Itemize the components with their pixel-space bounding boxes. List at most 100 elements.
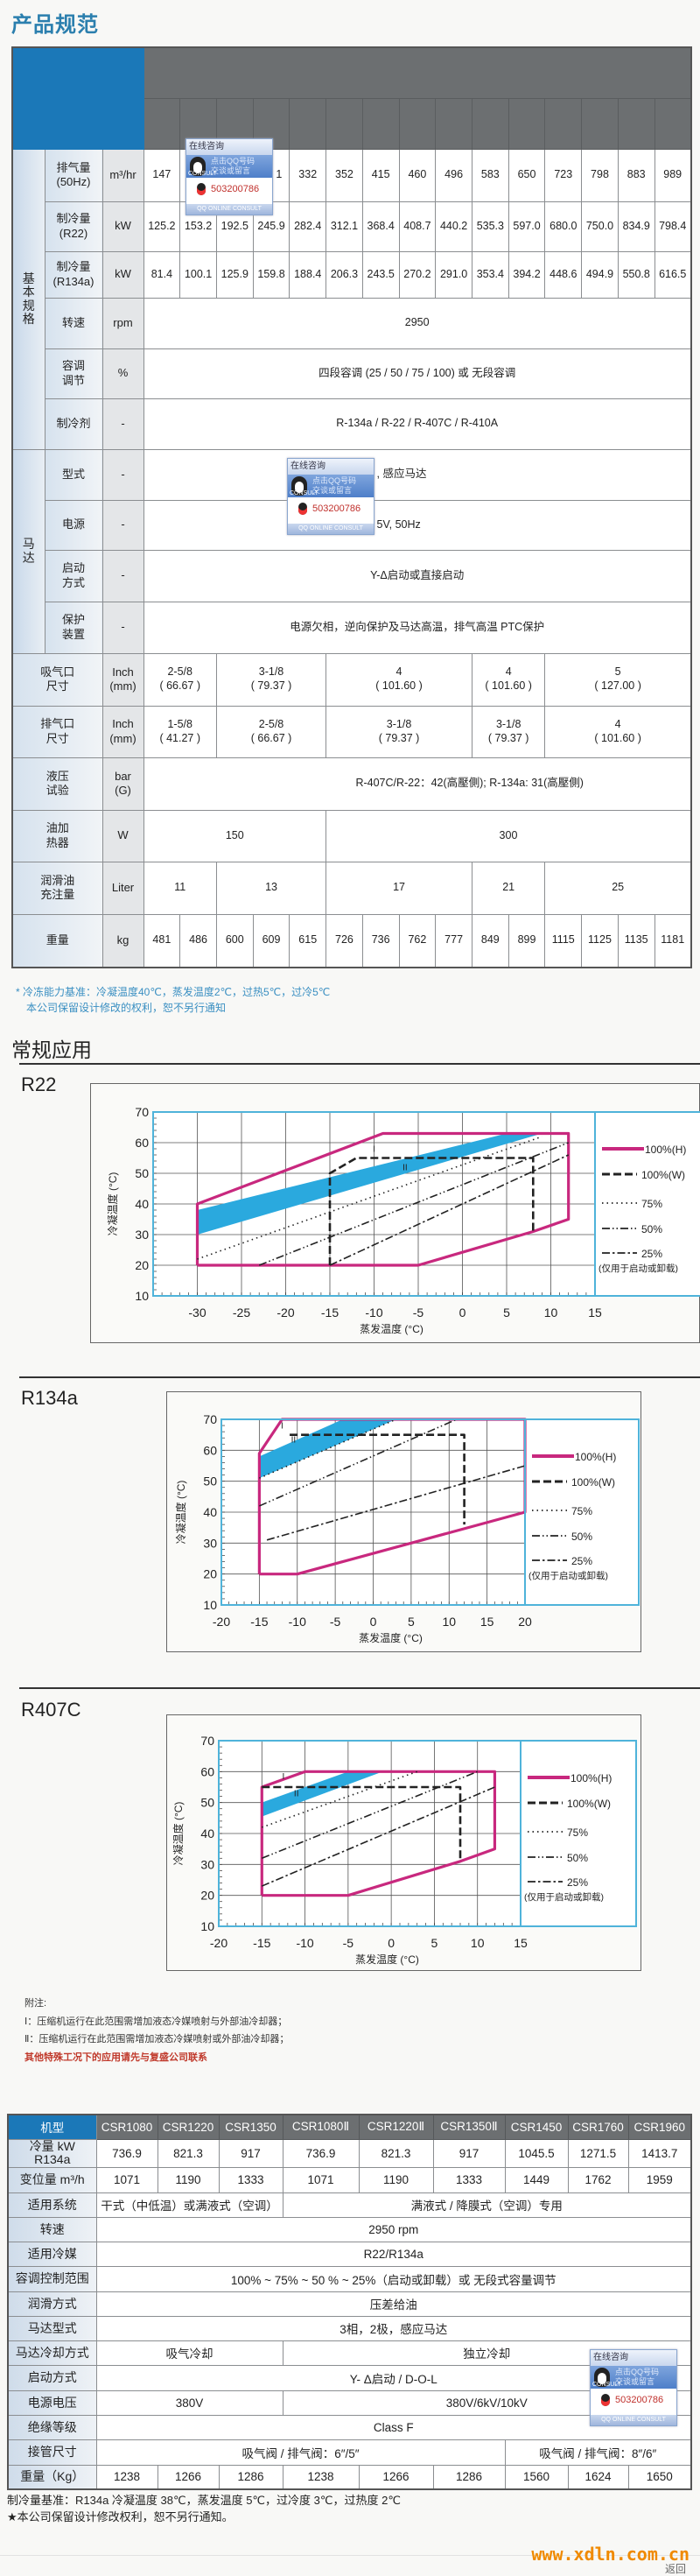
row-unit: kW <box>102 201 144 252</box>
row-unit: bar (G) <box>102 757 144 811</box>
x-tick-label: 5 <box>503 1306 510 1320</box>
back-link[interactable]: 返回 <box>664 2563 686 2575</box>
row-label: 马达型式 <box>7 2315 97 2341</box>
chart-svg: III-30 -25 -20 -15 -10 -5 0 5 10 1510203040506070… <box>106 1105 700 1335</box>
divider <box>19 1687 700 1689</box>
table-cell: 312.1 <box>326 201 363 252</box>
y-tick-label: 50 <box>135 1166 149 1180</box>
y-axis-label: 冷凝温度 (°C) <box>174 1481 187 1545</box>
table-row: 启动 方式 - Y-Δ启动或直接启动 <box>12 549 692 602</box>
qq-widget-banner[interactable]: 点击QQ号码 交谈或留言 CONSULT <box>288 475 374 497</box>
series-100%(W) <box>328 1157 535 1265</box>
legend-label: 25% <box>567 1876 588 1889</box>
chart-title: R407C <box>21 1699 81 1721</box>
row-label: 绝缘等级 <box>7 2414 97 2440</box>
table-cell: 21 <box>471 861 546 915</box>
legend-label: 50% <box>641 1223 662 1235</box>
series-75% <box>259 1418 396 1479</box>
table-cell: 1624 <box>567 2464 629 2490</box>
region-label: I <box>373 1145 375 1155</box>
qq-widget-banner[interactable]: 点击QQ号码 交谈或留言 CONSULT <box>186 155 272 178</box>
table-row: 排气口 尺寸 Inch (mm) 1-5/8 ( 41.27 ) 2-5/8 ( 66… <box>11 705 692 758</box>
row-label: 重量（Kg） <box>7 2464 97 2490</box>
series-25% <box>261 1786 495 1887</box>
row-label: 液压 试验 <box>11 757 103 811</box>
table-cell: 798.4 <box>654 201 692 252</box>
series-100%(W) <box>290 1433 466 1525</box>
x-tick-label: 15 <box>514 1936 528 1950</box>
blue-region-band <box>262 1771 383 1817</box>
table-row: 马 达型式 -, 感应马达 <box>11 448 692 654</box>
x-tick-label: -20 <box>213 1615 230 1629</box>
row-label: 转速 <box>7 2216 97 2242</box>
y-tick-label: 40 <box>203 1505 217 1519</box>
table-cell: 1181 <box>654 913 692 968</box>
table-cell: 282.4 <box>289 201 327 252</box>
qq-widget-footer: QQ ONLINE CONSULT <box>288 524 374 534</box>
footnote-contact: 其他特殊工况下的应用请先与复盛公司联系 <box>24 2052 207 2063</box>
qq-consult-widget[interactable]: 在线咨询 点击QQ号码 交谈或留言 CONSULT 503200786 QQ ONLIN… <box>186 138 273 215</box>
chart-r407c: I II -20 -15 -10 -5 0 5 10 15 10 20 30 40 50 60 70 蒸发温度 (… <box>166 1714 641 1971</box>
qq-consult-widget[interactable]: 在线咨询 点击QQ号码 交谈或留言 CONSULT 503200786 QQ ONLIN… <box>287 458 374 535</box>
table-row: 绝缘等级 Class F <box>7 2414 692 2440</box>
table-cell: 满液式 / 降膜式（空调）专用 <box>282 2192 692 2218</box>
table-row: 润滑方式 压差给油 <box>7 2291 692 2317</box>
table-cell: 吸气阀 / 排气阀：6″/5″ <box>95 2439 506 2466</box>
series-25% <box>266 1465 526 1541</box>
x-tick-label: 15 <box>480 1615 494 1629</box>
x-tick-label: 10 <box>471 1936 485 1950</box>
qq-widget-banner[interactable]: 点击QQ号码 交谈或留言 CONSULT <box>591 2366 676 2389</box>
table-cell: 798 <box>581 148 619 202</box>
table-cell: R-407C/R-22：42(高壓側); R-134a: 31(高壓側) <box>143 757 692 811</box>
x-axis-label: 蒸发温度 (°C) <box>360 1322 424 1335</box>
table-cell: 535.3 <box>471 201 509 252</box>
table-cell: 5 ( 127.00 ) <box>544 652 692 707</box>
x-tick-label: -15 <box>250 1615 268 1629</box>
table-cell: 300 <box>326 809 692 862</box>
table-cell: 583 <box>471 148 509 202</box>
table-cell: 899 <box>508 913 546 968</box>
chart-r134a: I II -20 -15 -10 -5 0 5 10 15 20 10 20 30 40 50 60 70 蒸发温度… <box>166 1391 641 1652</box>
qq-widget-footer: QQ ONLINE CONSULT <box>186 204 272 215</box>
row-label: 启动方式 <box>7 2364 97 2391</box>
table-cell: 332 <box>289 148 327 202</box>
table-cell: 1449 <box>504 2166 569 2193</box>
table-cell: 726 <box>326 913 363 968</box>
table-cell: 736 <box>361 913 400 968</box>
section-title: 常规应用 <box>11 1038 92 1061</box>
legend-label: 50% <box>571 1531 592 1543</box>
table-cell: 206.3 <box>326 250 363 299</box>
qq-consult-widget[interactable]: 在线咨询 点击QQ号码 交谈或留言 CONSULT 503200786 QQ ONLIN… <box>590 2349 677 2426</box>
table-cell: 1650 <box>627 2464 692 2490</box>
qq-number-link[interactable]: 503200786 <box>288 497 374 520</box>
table-cell: 3-1/8 ( 79.37 ) <box>215 652 327 707</box>
qq-widget-footer: QQ ONLINE CONSULT <box>591 2415 676 2425</box>
qq-widget-title: 在线咨询 <box>288 459 374 475</box>
legend-label: 100%(H) <box>645 1144 686 1156</box>
table-row: 适用系统 干式（中低温）或满液式（空调） 满液式 / 降膜式（空调）专用 <box>7 2192 692 2218</box>
row-label: 电源 <box>44 499 103 551</box>
table-row: 电源电压 380V 380V/6kV/10kV <box>7 2389 692 2416</box>
table-cell: 125.2 <box>143 201 181 252</box>
group-label: 马 达 <box>11 448 46 654</box>
y-tick-label: 10 <box>203 1598 217 1612</box>
header-model-cell <box>654 97 692 150</box>
series-100%(H) <box>195 1131 570 1267</box>
table-cell: 989 <box>654 148 692 202</box>
row-label: 电源电压 <box>7 2389 97 2416</box>
qq-widget-title: 在线咨询 <box>186 139 272 155</box>
table-row: 转速 2950 rpm <box>7 2216 692 2242</box>
region-label: I <box>283 1772 285 1782</box>
table-row: 容调控制范围 100% ~ 75% ~ 50 % ~ 25%（启动或卸载）或 无段… <box>7 2265 692 2292</box>
table-row: 重量（Kg） 1238 1266 1286 1238 1266 1286 1560 1624 16… <box>7 2464 692 2490</box>
qq-number-link[interactable]: 503200786 <box>186 178 272 201</box>
row-unit: Inch (mm) <box>102 705 144 758</box>
group-label: 基 本 规 格 <box>11 148 46 450</box>
qq-number-link[interactable]: 503200786 <box>591 2389 676 2411</box>
table-cell: 1959 <box>627 2166 692 2193</box>
table-row: 重量 kg 481 486 600 609 615 726 736 762 777 849 899 111… <box>11 913 692 968</box>
table-cell: 243.5 <box>361 250 400 299</box>
row-label: 适用系统 <box>7 2192 97 2218</box>
legend-label: 100%(H) <box>570 1772 612 1784</box>
penguin-icon <box>291 476 307 496</box>
